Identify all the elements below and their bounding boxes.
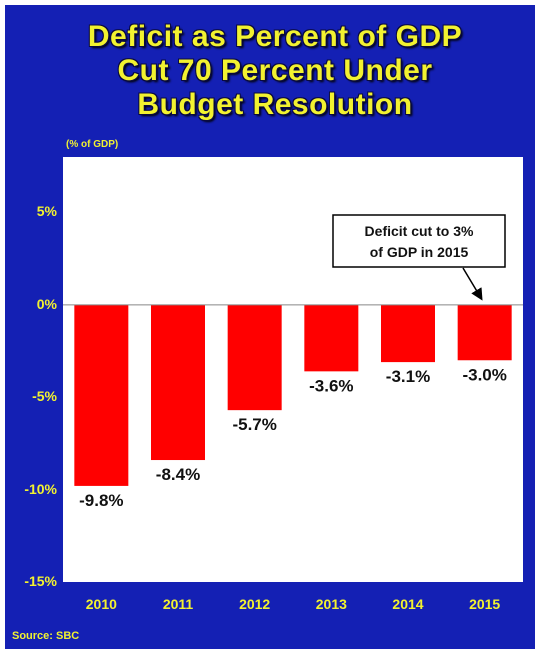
data-label-2010: -9.8% bbox=[79, 491, 123, 510]
annotation-callout: Deficit cut to 3% of GDP in 2015 bbox=[332, 214, 506, 301]
bar-2014 bbox=[381, 304, 435, 363]
bar-2015 bbox=[457, 304, 512, 361]
data-label-2011: -8.4% bbox=[156, 465, 200, 484]
x-tick-label-2012: 2012 bbox=[239, 596, 271, 612]
bar-2012 bbox=[227, 304, 282, 411]
y-tick-label: -15% bbox=[24, 573, 57, 589]
y-unit-label: (% of GDP) bbox=[66, 139, 119, 150]
plot-area: -9.8% -8.4% -5.7% -3.6% -3.1% -3.0% Deficit c… bbox=[63, 157, 523, 582]
data-label-2012: -5.7% bbox=[232, 415, 276, 434]
y-tick-label: 0% bbox=[36, 295, 57, 312]
annotation-line-1: Deficit cut to 3% bbox=[365, 223, 474, 239]
x-tick-label-2011: 2011 bbox=[162, 596, 194, 612]
x-tick-label-2013: 2013 bbox=[315, 596, 347, 612]
data-label-2015: -3.0% bbox=[462, 365, 506, 384]
x-tick-label-2015: 2015 bbox=[469, 596, 501, 612]
annotation-line-2: of GDP in 2015 bbox=[370, 244, 469, 260]
bar-2011 bbox=[151, 304, 205, 461]
bar-chart: -9.8% -8.4% -5.7% -3.6% -3.1% -3.0% Deficit c… bbox=[63, 214, 523, 510]
data-label-2013: -3.6% bbox=[309, 376, 353, 395]
bar-2013 bbox=[304, 304, 359, 372]
title-line-3: Budget Resolution bbox=[137, 88, 413, 121]
y-tick-label: -5% bbox=[32, 388, 57, 405]
y-tick-label: -10% bbox=[24, 480, 57, 497]
y-tick-label: 5% bbox=[36, 203, 57, 220]
bar-2010 bbox=[74, 304, 129, 486]
x-tick-label-2010: 2010 bbox=[85, 596, 117, 612]
title-line-2: Cut 70 Percent Under bbox=[117, 54, 433, 87]
title-line-1: Deficit as Percent of GDP bbox=[87, 20, 463, 53]
x-tick-label-2014: 2014 bbox=[392, 596, 424, 612]
source-note: Source: SBC bbox=[12, 630, 80, 642]
data-label-2014: -3.1% bbox=[386, 367, 430, 386]
annotation-arrow bbox=[462, 267, 483, 301]
annotation-box bbox=[332, 214, 506, 268]
